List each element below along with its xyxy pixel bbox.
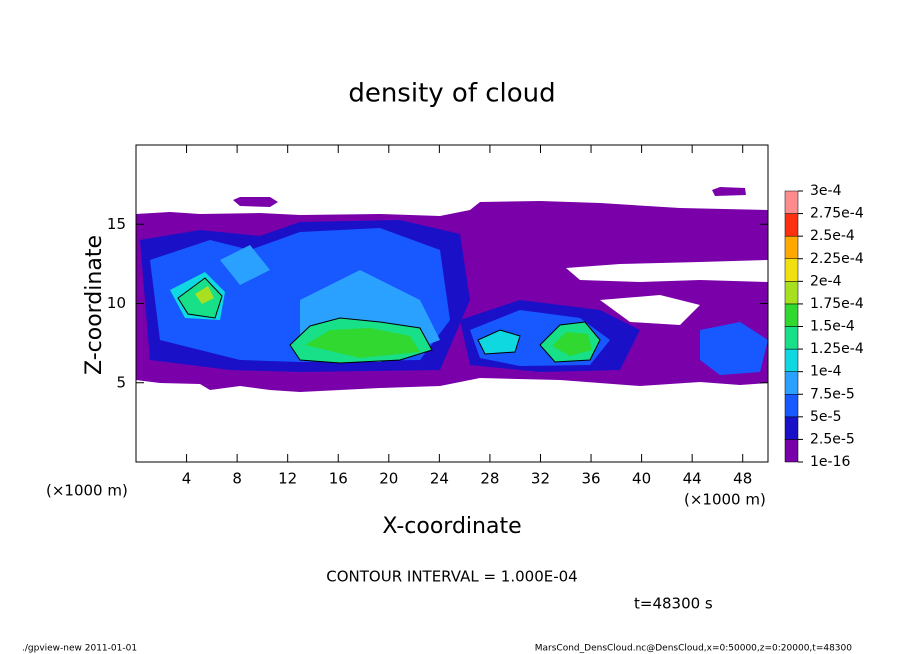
x-tick-label: 16 — [329, 470, 348, 488]
x-tick-label: 8 — [232, 470, 242, 488]
colorbar-label: 2e-4 — [810, 273, 842, 289]
colorbar-swatch — [784, 303, 799, 327]
y-tick-label: 10 — [107, 294, 126, 312]
contour-line — [539, 321, 601, 363]
x-tick-label: 28 — [480, 470, 499, 488]
colorbar-label: 1e-4 — [810, 364, 842, 380]
colorbar-label: 7.5e-5 — [810, 386, 855, 402]
contour-line — [177, 277, 223, 319]
field — [136, 187, 768, 392]
footer: MarsCond_DensCloud.nc@DensCloud,x=0:5000… — [535, 644, 852, 654]
colorbar-label: 1.25e-4 — [810, 341, 864, 357]
colorbar-label: 2.75e-4 — [810, 206, 864, 222]
colorbar-swatch — [784, 394, 799, 418]
colorbar-swatch — [784, 235, 799, 260]
x-tick-label: 40 — [632, 470, 651, 488]
colorbar-label: 2.5e-5 — [810, 431, 855, 447]
colorbar-label: 1.5e-4 — [810, 319, 855, 335]
x-tick-label: 24 — [430, 470, 449, 488]
field-region — [700, 322, 768, 375]
colorbar-swatch — [784, 213, 799, 237]
footer: ./gpview-new 2011-01-01 — [22, 644, 137, 654]
colorbar-label: 5e-5 — [810, 409, 841, 425]
x-unit: (×1000 m) — [46, 482, 128, 500]
x-tick-label: 4 — [182, 470, 192, 488]
contour-line — [289, 317, 433, 364]
colorbar-swatch — [784, 348, 799, 372]
colorbar-swatch — [784, 281, 799, 305]
x-tick-label: 12 — [278, 470, 297, 488]
contour-line — [477, 329, 521, 355]
field-region — [552, 332, 592, 356]
x-axis-label: X-coordinate — [382, 514, 521, 539]
colorbar-label: 2.25e-4 — [810, 251, 864, 267]
contour-interval: CONTOUR INTERVAL = 1.000E-04 — [326, 568, 577, 586]
x-tick-label: 36 — [581, 470, 600, 488]
colorbar-swatch — [784, 258, 799, 282]
field-region — [712, 187, 746, 196]
field-gap — [566, 260, 768, 282]
y-tick-label: 15 — [107, 215, 126, 233]
colorbar-label: 2.5e-4 — [810, 228, 855, 244]
field-region — [478, 330, 520, 354]
colorbar-swatch — [784, 439, 799, 463]
colorbar-swatch — [784, 326, 799, 350]
colorbar-label: 1.75e-4 — [810, 296, 864, 312]
colorbar-swatch — [784, 371, 799, 395]
colorbar-label: 3e-4 — [810, 183, 842, 199]
x-tick-label: 48 — [733, 470, 752, 488]
field-region — [195, 286, 214, 304]
field-region — [305, 328, 420, 358]
field-region — [220, 245, 270, 285]
y-axis-label: Z-coordinate — [82, 235, 107, 375]
contour-lines — [177, 277, 601, 364]
chart-title: density of cloud — [348, 79, 555, 109]
colorbar-swatch — [784, 416, 799, 440]
x-tick-label: 44 — [683, 470, 702, 488]
time-label: t=48300 s — [634, 595, 713, 613]
colorbar-swatch — [784, 190, 799, 214]
y-tick-label: 5 — [116, 373, 126, 391]
x-tick-label: 20 — [379, 470, 398, 488]
colorbar-label: 1e-16 — [810, 454, 850, 470]
x-tick-label: 32 — [531, 470, 550, 488]
field-gap — [600, 295, 700, 325]
x-unit: (×1000 m) — [684, 491, 766, 509]
field-region — [233, 197, 278, 207]
